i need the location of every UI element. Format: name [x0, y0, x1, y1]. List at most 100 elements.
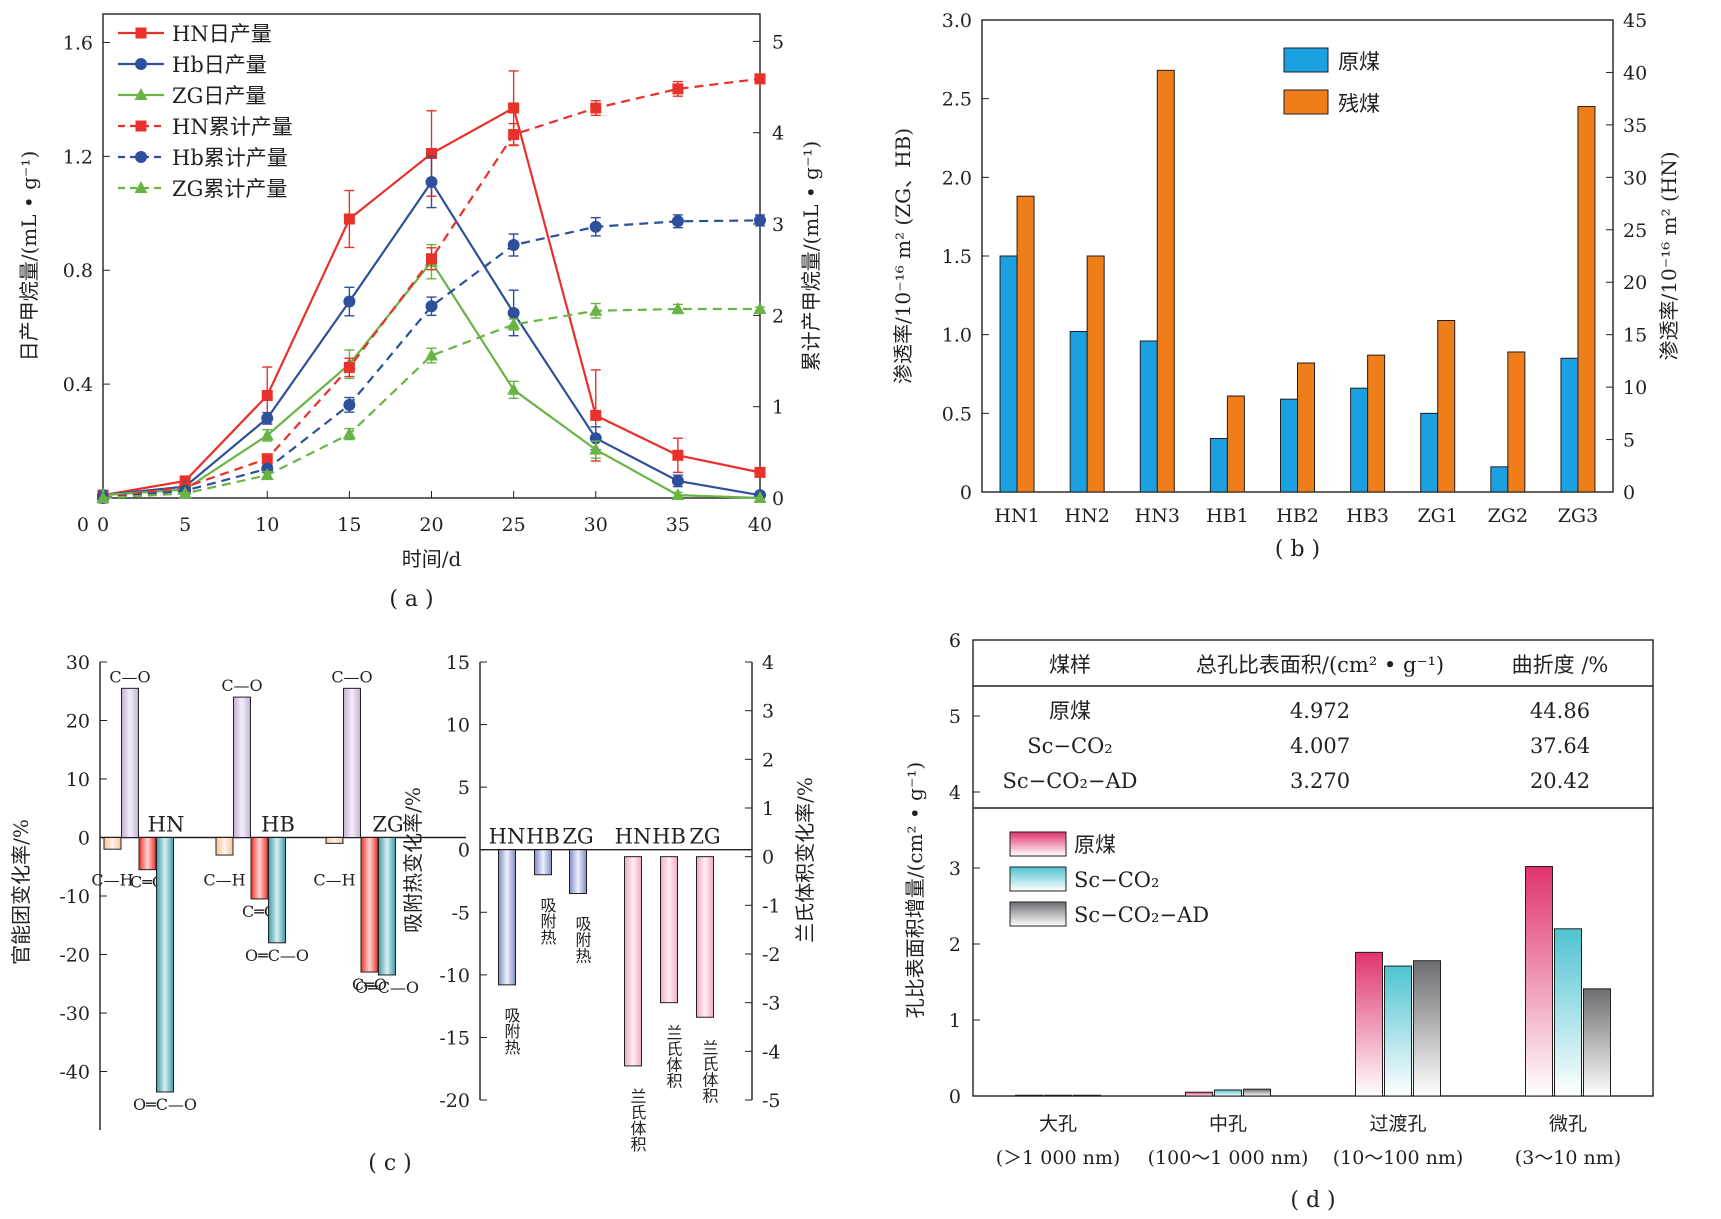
data-point	[589, 220, 602, 233]
x-tick-label: ZG2	[1488, 505, 1528, 527]
x-tick-label: 35	[666, 514, 690, 536]
bar-过渡孔-0	[1355, 951, 1383, 1097]
legend-item: Hb累计产量	[118, 146, 288, 170]
data-point	[754, 73, 766, 85]
data-point	[754, 214, 766, 227]
table-cell: Sc−CO₂	[1027, 734, 1112, 758]
x-tick-label: 40	[748, 514, 772, 536]
bar-annotation: C═O	[352, 975, 387, 994]
data-point	[754, 466, 766, 478]
bar-annotation: 兰氏体积	[664, 1025, 683, 1089]
data-point	[260, 468, 274, 481]
x-tick-label: ZG1	[1417, 505, 1457, 527]
data-point	[343, 213, 355, 225]
bar-HB-C═O	[250, 837, 269, 900]
data-point	[508, 102, 520, 114]
bar-heat-HN	[498, 849, 516, 986]
legend-item: HN日产量	[118, 22, 272, 46]
x-tick-label: HB1	[1206, 505, 1249, 527]
y-tick-label: 0	[949, 1086, 961, 1108]
y2-tick-label: 45	[1623, 10, 1647, 32]
bar-微孔-1	[1554, 928, 1582, 1097]
bar-HB1-0	[1209, 438, 1228, 493]
y-tick-label: 3	[949, 858, 961, 880]
bar-annotation: 吸附热	[538, 897, 557, 945]
bar-HB3-0	[1350, 387, 1369, 493]
legend-item: Hb日产量	[118, 53, 267, 77]
sub-y2-tick-label: 4	[762, 652, 774, 674]
x-range-label: (＞1 000 nm)	[996, 1147, 1121, 1169]
legend-label: ZG日产量	[172, 84, 266, 108]
bar-大孔-2	[1073, 1094, 1101, 1097]
bar-过渡孔-1	[1384, 965, 1412, 1097]
y2-tick-label: 1	[772, 397, 784, 419]
data-point	[589, 442, 603, 455]
bar-中孔-0	[1185, 1091, 1213, 1097]
data-point	[672, 83, 684, 95]
y-axis-title: 孔比表面积增量/(cm² • g⁻¹)	[903, 762, 927, 1018]
sub-y-tick-label: -20	[439, 1090, 470, 1112]
bar-HN3-0	[1139, 340, 1158, 493]
bar-volume-ZG	[696, 856, 714, 1018]
table-cell: 原煤	[1049, 699, 1091, 723]
bar-ZG-C═O	[360, 837, 379, 973]
y-axis-title: 渗透率/10⁻¹⁶ m² (ZG、HB)	[891, 128, 915, 384]
bar-HN-C═O	[138, 837, 157, 871]
bar-ZG-C—O	[343, 687, 361, 839]
y-tick-label: 1.2	[63, 146, 93, 168]
sub-y2-tick-label: 3	[762, 701, 774, 723]
legend-label: 残煤	[1338, 92, 1380, 116]
legend-label: 原煤	[1074, 833, 1116, 857]
legend-label: Sc−CO₂	[1074, 868, 1159, 892]
data-point	[426, 253, 437, 265]
group-label: ZG	[562, 825, 593, 849]
sub-y-tick-label: -5	[451, 902, 470, 924]
x-axis-title: 时间/d	[402, 547, 462, 571]
sub-y2-tick-label: -5	[762, 1090, 781, 1112]
bar-annotation: 兰氏体积	[628, 1088, 647, 1152]
legend-label: HN累计产量	[172, 115, 293, 139]
group-label: ZG	[372, 813, 403, 837]
x-tick-label: HB2	[1276, 505, 1319, 527]
x-tick-label: 20	[419, 514, 443, 536]
x-tick-label: 15	[337, 514, 361, 536]
legend-swatch	[1283, 89, 1329, 115]
data-point	[672, 449, 684, 461]
y-tick-label: -20	[59, 945, 90, 967]
x-tick-label: 25	[502, 514, 526, 536]
table-cell: 4.007	[1290, 734, 1350, 758]
legend-item: Sc−CO₂	[1009, 866, 1159, 892]
y-tick-label: -10	[59, 886, 90, 908]
x-tick-label: HN3	[1135, 505, 1180, 527]
y-tick-label: 0	[78, 828, 90, 850]
x-tick-label: 中孔	[1209, 1113, 1247, 1135]
data-point	[507, 382, 521, 395]
bar-ZG3-0	[1560, 357, 1579, 493]
y-tick-label: 10	[66, 769, 90, 791]
bar-annotation: 吸附热	[573, 916, 592, 964]
table-cell: 20.42	[1530, 769, 1590, 793]
sub-y2-axis-title: 兰氏体积变化率/%	[793, 777, 817, 943]
series-1	[97, 155, 766, 502]
legend-item: HN累计产量	[118, 115, 293, 139]
bar-HN3-1	[1156, 69, 1175, 493]
y-tick-label: 0.5	[942, 403, 972, 425]
data-point	[507, 317, 521, 330]
y-axis-title: 日产甲烷量/(mL • g⁻¹)	[17, 151, 41, 361]
bar-annotation: 吸附热	[502, 1007, 521, 1055]
sub-y-tick-label: -10	[439, 965, 470, 987]
y2-tick-label: 20	[1623, 272, 1647, 294]
y-tick-label: 4	[949, 782, 961, 804]
y-tick-label: 5	[949, 706, 961, 728]
data-point	[96, 491, 110, 503]
caption-a: ( a )	[389, 587, 433, 612]
sub-y2-tick-label: 1	[762, 798, 774, 820]
data-point	[507, 306, 520, 319]
panel-b: 0 0.5 1.0 1.5 2.0 2.5 3.0 0 5 10 15 20 25 30 35 40 45 HN1…	[891, 10, 1681, 562]
sub-y2-tick-label: -4	[762, 1041, 781, 1063]
data-point	[178, 486, 192, 499]
legend-label: Sc−CO₂−AD	[1074, 903, 1209, 927]
legend-marker	[135, 27, 147, 39]
legend-marker	[134, 88, 148, 100]
sub-y-tick-label: -15	[439, 1027, 470, 1049]
